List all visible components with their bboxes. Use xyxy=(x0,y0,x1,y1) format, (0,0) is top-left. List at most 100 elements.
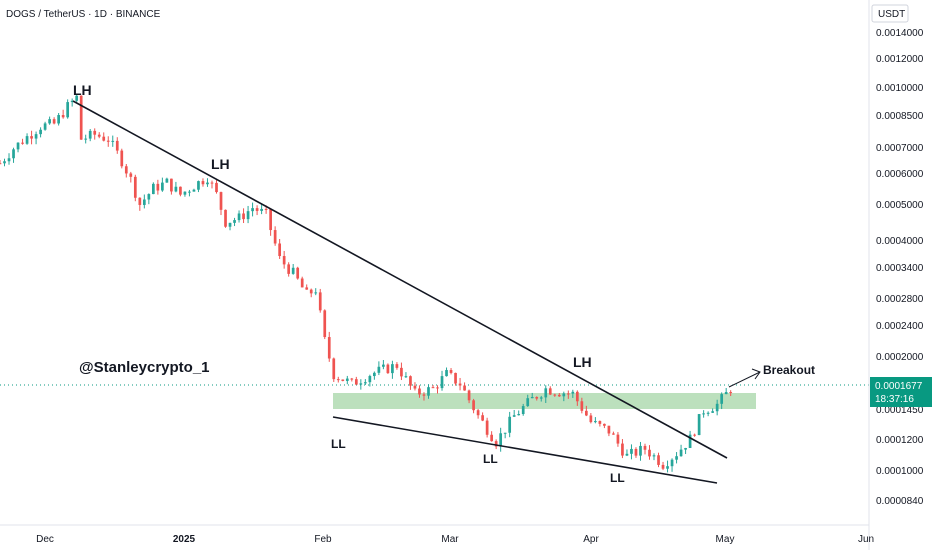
candle-down xyxy=(79,95,83,140)
candle-up xyxy=(174,186,178,192)
candle-up xyxy=(152,183,155,195)
time-axis[interactable]: Dec 2025 Feb Mar Apr May Jun xyxy=(36,534,874,545)
price-axis[interactable]: 0.0014000 0.0012000 0.0010000 0.0008500 0.00… xyxy=(876,28,924,507)
countdown-timer: 18:37:16 xyxy=(875,394,914,405)
price-tick-label: 0.0006000 xyxy=(876,169,924,180)
candle-up xyxy=(192,189,196,192)
time-tick-label: 2025 xyxy=(173,534,196,545)
candle-up xyxy=(625,453,629,456)
candle-up xyxy=(66,102,70,118)
candle-up xyxy=(7,158,11,162)
candle-down xyxy=(133,176,137,198)
time-tick-label: Mar xyxy=(441,534,459,545)
candle-down xyxy=(693,434,696,436)
price-tick-label: 0.0008500 xyxy=(876,111,924,122)
candlesticks xyxy=(0,94,733,473)
candle-down xyxy=(454,372,457,384)
candle-up xyxy=(688,434,692,448)
candle-down xyxy=(616,434,620,444)
candle-down xyxy=(449,370,453,373)
candle-down xyxy=(598,421,602,424)
candle-up xyxy=(715,403,719,412)
candle-up xyxy=(34,134,38,139)
candle-down xyxy=(463,385,466,391)
time-tick-label: Dec xyxy=(36,534,54,545)
currency-badge[interactable] xyxy=(871,4,909,23)
candle-down xyxy=(124,166,128,174)
candle-down xyxy=(409,376,412,386)
descending-support-line[interactable] xyxy=(332,416,718,484)
candle-down xyxy=(305,287,309,290)
candle-down xyxy=(282,256,286,265)
time-tick-label: Jun xyxy=(858,534,874,545)
candle-down xyxy=(566,393,570,395)
current-price-tag xyxy=(870,377,932,407)
candle-down xyxy=(106,140,110,142)
candle-up xyxy=(314,292,318,294)
candle-up xyxy=(562,393,566,397)
candle-up xyxy=(251,208,254,212)
candle-up xyxy=(404,376,408,378)
candle-up xyxy=(246,211,250,220)
candle-down xyxy=(607,425,611,434)
candle-up xyxy=(382,364,385,367)
candle-down xyxy=(264,208,268,210)
candle-down xyxy=(269,208,272,231)
descending-resistance-line[interactable] xyxy=(72,100,728,459)
candle-down xyxy=(52,119,56,124)
candle-up xyxy=(233,220,236,223)
candle-up xyxy=(373,372,376,377)
candle-up xyxy=(594,421,597,423)
candle-up xyxy=(391,364,394,374)
candle-up xyxy=(368,376,372,383)
candle-down xyxy=(657,455,660,465)
candle-down xyxy=(309,289,313,294)
currency-label: USDT xyxy=(878,9,905,20)
candle-down xyxy=(210,182,214,184)
candle-down xyxy=(648,449,651,457)
candle-up xyxy=(571,391,575,394)
candle-up xyxy=(363,382,367,384)
candle-down xyxy=(21,142,24,144)
chart-title: DOGS / TetherUS · 1D · BINANCE xyxy=(6,9,161,20)
candle-down xyxy=(115,140,119,151)
candle-down xyxy=(350,378,354,380)
candle-down xyxy=(215,182,218,193)
candle-down xyxy=(323,310,327,338)
candle-up xyxy=(88,130,92,139)
candle-down xyxy=(224,209,227,227)
candle-down xyxy=(386,364,390,374)
price-tick-label: 0.0003400 xyxy=(876,263,924,274)
candle-down xyxy=(400,367,403,377)
candle-up xyxy=(197,181,200,190)
candle-up xyxy=(521,406,525,415)
candle-down xyxy=(535,396,539,399)
candle-down xyxy=(156,183,160,191)
candle-up xyxy=(539,397,543,399)
current-price-value: 0.0001677 xyxy=(875,381,923,392)
candle-down xyxy=(97,134,101,137)
price-tick-label: 0.0004000 xyxy=(876,236,924,247)
candle-up xyxy=(142,199,146,205)
label-ll-3: LL xyxy=(610,471,625,485)
candle-down xyxy=(494,441,498,447)
price-tick-label: 0.0002000 xyxy=(876,352,924,363)
candle-down xyxy=(61,115,65,118)
candle-up xyxy=(702,413,705,415)
candle-up xyxy=(684,447,687,450)
candle-up xyxy=(70,100,74,103)
candle-up xyxy=(517,414,521,416)
candle-down xyxy=(129,173,133,177)
breakout-arrow-head xyxy=(751,368,761,380)
candle-down xyxy=(242,213,245,220)
candle-down xyxy=(327,337,331,359)
candle-up xyxy=(359,383,363,385)
candle-down xyxy=(102,136,106,141)
candle-down xyxy=(300,278,304,288)
candle-up xyxy=(652,455,656,457)
price-tick-label: 0.0000840 xyxy=(876,496,924,507)
candle-down xyxy=(219,192,223,210)
candle-down xyxy=(413,385,417,389)
candle-down xyxy=(170,178,173,192)
